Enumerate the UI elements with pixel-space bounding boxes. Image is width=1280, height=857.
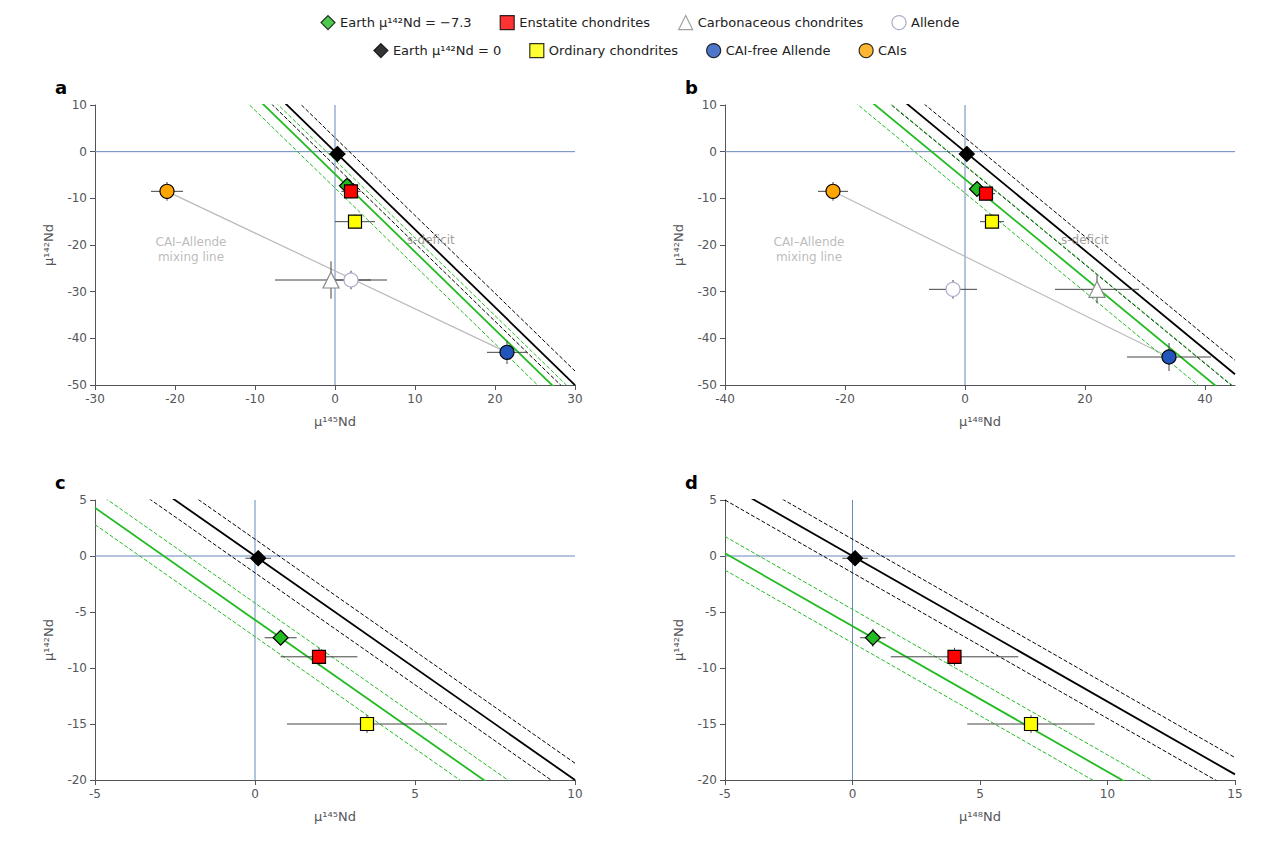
- svg-text:-20: -20: [67, 773, 87, 787]
- svg-text:μ¹⁴²Nd: μ¹⁴²Nd: [41, 224, 56, 266]
- svg-text:μ¹⁴²Nd: μ¹⁴²Nd: [671, 224, 686, 266]
- svg-text:0: 0: [849, 787, 857, 801]
- svg-text:mixing line: mixing line: [776, 250, 842, 264]
- svg-text:20: 20: [1077, 392, 1092, 406]
- svg-text:-10: -10: [245, 392, 265, 406]
- svg-text:s-deficit: s-deficit: [1061, 233, 1109, 247]
- svg-text:s-deficit: s-deficit: [407, 233, 455, 247]
- svg-text:-40: -40: [697, 331, 717, 345]
- svg-text:Earth μ¹⁴²Nd = 0: Earth μ¹⁴²Nd = 0: [393, 43, 501, 58]
- svg-text:-20: -20: [165, 392, 185, 406]
- svg-text:c: c: [55, 472, 66, 493]
- svg-text:Enstatite chondrites: Enstatite chondrites: [519, 15, 650, 30]
- svg-text:-10: -10: [67, 191, 87, 205]
- svg-text:10: 10: [72, 98, 87, 112]
- svg-text:-40: -40: [715, 392, 735, 406]
- svg-text:CAI–Allende: CAI–Allende: [156, 235, 227, 249]
- svg-text:-5: -5: [719, 787, 731, 801]
- svg-text:0: 0: [79, 145, 87, 159]
- svg-text:5: 5: [976, 787, 984, 801]
- svg-text:μ¹⁴⁵Nd: μ¹⁴⁵Nd: [314, 809, 356, 824]
- svg-text:0: 0: [709, 145, 717, 159]
- svg-text:5: 5: [411, 787, 419, 801]
- svg-text:-30: -30: [697, 285, 717, 299]
- svg-text:-20: -20: [835, 392, 855, 406]
- svg-text:Earth μ¹⁴²Nd = −7.3: Earth μ¹⁴²Nd = −7.3: [340, 15, 472, 30]
- svg-text:a: a: [55, 77, 67, 98]
- svg-text:0: 0: [961, 392, 969, 406]
- svg-text:5: 5: [709, 493, 717, 507]
- svg-text:40: 40: [1197, 392, 1212, 406]
- svg-text:CAI-free Allende: CAI-free Allende: [726, 43, 831, 58]
- svg-text:Allende: Allende: [911, 15, 960, 30]
- svg-text:-5: -5: [89, 787, 101, 801]
- svg-text:0: 0: [709, 549, 717, 563]
- svg-text:Ordinary chondrites: Ordinary chondrites: [549, 43, 678, 58]
- svg-text:CAI–Allende: CAI–Allende: [774, 235, 845, 249]
- svg-text:d: d: [685, 472, 698, 493]
- svg-text:-40: -40: [67, 331, 87, 345]
- svg-text:10: 10: [702, 98, 717, 112]
- svg-text:Carbonaceous chondrites: Carbonaceous chondrites: [698, 15, 864, 30]
- svg-text:-15: -15: [697, 717, 717, 731]
- svg-text:0: 0: [79, 549, 87, 563]
- svg-text:-10: -10: [67, 661, 87, 675]
- svg-text:-50: -50: [67, 378, 87, 392]
- svg-text:15: 15: [1227, 787, 1242, 801]
- svg-text:-5: -5: [75, 605, 87, 619]
- svg-text:0: 0: [331, 392, 339, 406]
- svg-text:10: 10: [407, 392, 422, 406]
- svg-text:-30: -30: [67, 285, 87, 299]
- svg-text:-10: -10: [697, 661, 717, 675]
- svg-text:-20: -20: [697, 238, 717, 252]
- svg-text:-50: -50: [697, 378, 717, 392]
- svg-text:CAIs: CAIs: [878, 43, 907, 58]
- svg-text:20: 20: [487, 392, 502, 406]
- svg-text:b: b: [685, 77, 698, 98]
- svg-text:μ¹⁴⁸Nd: μ¹⁴⁸Nd: [959, 414, 1001, 429]
- svg-text:μ¹⁴⁸Nd: μ¹⁴⁸Nd: [959, 809, 1001, 824]
- svg-text:0: 0: [251, 787, 259, 801]
- svg-text:μ¹⁴⁵Nd: μ¹⁴⁵Nd: [314, 414, 356, 429]
- svg-text:-20: -20: [67, 238, 87, 252]
- svg-text:μ¹⁴²Nd: μ¹⁴²Nd: [671, 619, 686, 661]
- svg-text:-30: -30: [85, 392, 105, 406]
- svg-text:30: 30: [567, 392, 582, 406]
- svg-text:-10: -10: [697, 191, 717, 205]
- svg-text:-20: -20: [697, 773, 717, 787]
- svg-text:μ¹⁴²Nd: μ¹⁴²Nd: [41, 619, 56, 661]
- svg-text:5: 5: [79, 493, 87, 507]
- svg-text:-5: -5: [705, 605, 717, 619]
- svg-text:-15: -15: [67, 717, 87, 731]
- svg-text:mixing line: mixing line: [158, 250, 224, 264]
- svg-text:10: 10: [1100, 787, 1115, 801]
- svg-text:10: 10: [567, 787, 582, 801]
